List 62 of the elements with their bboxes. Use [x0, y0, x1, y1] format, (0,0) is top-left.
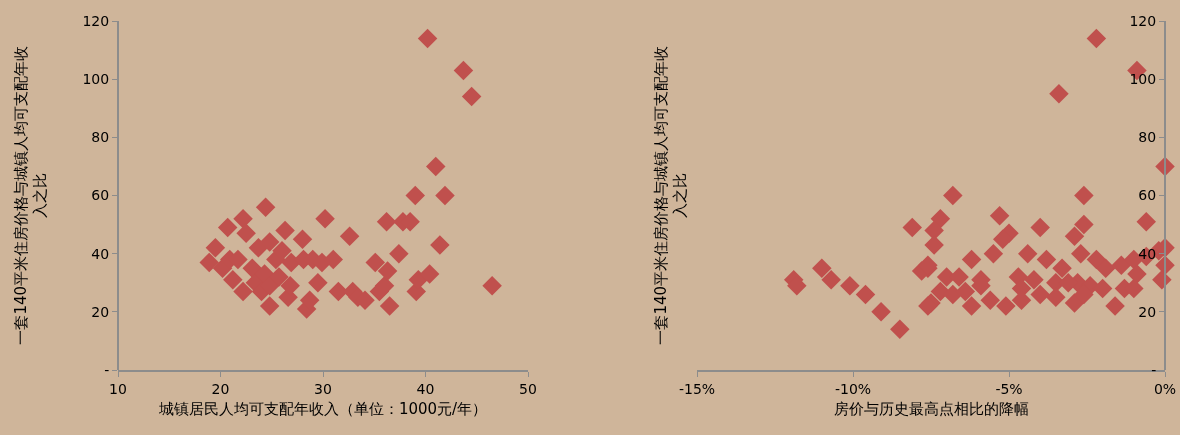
point: [280, 275, 300, 296]
point: [272, 241, 292, 261]
point: [419, 264, 440, 284]
point: [275, 220, 295, 241]
point: [405, 185, 425, 206]
x-tick-label: -10%: [834, 380, 872, 397]
point: [205, 238, 226, 258]
point: [453, 60, 474, 81]
point: [417, 28, 438, 49]
point: [292, 229, 313, 249]
y-tick-label: 60: [1138, 187, 1157, 204]
x-tick-label: 30: [314, 380, 332, 397]
point: [376, 211, 397, 232]
y-tick-label: -: [104, 361, 110, 378]
x-axis-title: 城镇居民人均可支配年收入（单位：1000元/年）: [157, 400, 488, 419]
point: [259, 232, 280, 252]
point: [461, 86, 482, 107]
x-tick-label: 0%: [1153, 380, 1177, 397]
x-axis-title: 房价与历史最高点相比的降幅: [833, 400, 1029, 419]
y-tick-label: -: [1151, 361, 1157, 378]
point: [269, 267, 289, 287]
x-tick-label: 10: [109, 380, 127, 397]
point: [248, 238, 269, 258]
point: [482, 275, 502, 296]
y-tick-label: 120: [1129, 12, 1157, 29]
point: [223, 270, 243, 290]
y-tick-label: 60: [91, 187, 110, 204]
point: [233, 209, 253, 229]
point: [435, 185, 455, 206]
y-tick-label: 40: [91, 245, 110, 262]
point: [199, 252, 219, 273]
point: [259, 296, 280, 316]
point: [217, 217, 238, 238]
y-tick-label: 100: [82, 71, 110, 88]
point: [426, 156, 446, 177]
x-tick-label: 20: [211, 380, 230, 397]
y-axis-title: 一套140平米住房价格与城镇人均可支配年收入之比: [651, 45, 689, 345]
point: [255, 197, 276, 217]
x-tick-label: 50: [519, 380, 537, 397]
x-tick-label: -5%: [995, 380, 1023, 397]
point: [339, 226, 360, 246]
point: [315, 209, 335, 229]
y-tick-label: 120: [82, 12, 110, 29]
point: [430, 235, 450, 255]
y-tick-label: 100: [1129, 71, 1157, 88]
point: [323, 249, 343, 270]
point: [308, 273, 328, 293]
point: [233, 281, 253, 302]
point: [389, 243, 409, 264]
point: [377, 261, 398, 281]
point: [236, 223, 256, 244]
point: [365, 252, 386, 273]
point: [242, 258, 263, 278]
y-axis-title: 一套140平米住房价格与城镇人均可支配年收入之比: [11, 45, 49, 345]
y-tick-label: 20: [91, 303, 110, 320]
y-tick-label: 20: [1138, 303, 1157, 320]
y-tick-label: 80: [1138, 129, 1157, 146]
x-tick-label: -15%: [678, 380, 716, 397]
y-tick-label: 80: [91, 129, 110, 146]
x-tick-label: 40: [416, 380, 435, 397]
point: [379, 296, 400, 316]
y-tick-label: 40: [1138, 245, 1157, 262]
